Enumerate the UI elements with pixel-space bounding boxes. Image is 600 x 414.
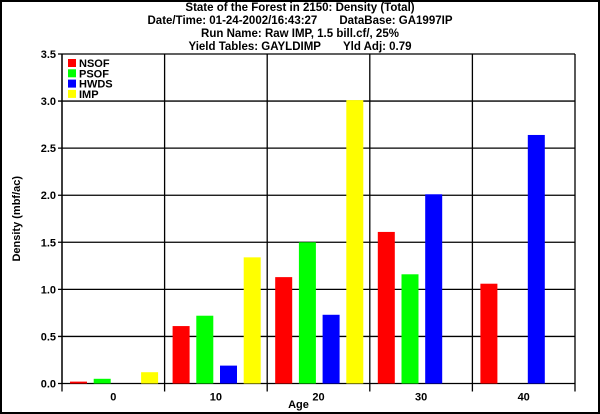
bar-imp xyxy=(243,257,261,384)
bar-hwds xyxy=(425,194,443,384)
yield-tables-text: Yield Tables: GAYLDIMP xyxy=(188,41,321,53)
bar-hwds xyxy=(527,134,545,384)
bar-nsof xyxy=(172,326,190,384)
chart-title: State of the Forest in 2150: Density (To… xyxy=(185,2,415,14)
bar-imp xyxy=(141,372,159,384)
x-tick-label: 10 xyxy=(210,392,222,404)
y-tick-label: 1.5 xyxy=(41,237,56,249)
x-tick-label: 40 xyxy=(518,392,530,404)
bar-hwds xyxy=(322,314,340,384)
y-tick-label: 0.5 xyxy=(41,331,56,343)
y-tick-label: 1.0 xyxy=(41,284,56,296)
y-tick-label: 3.5 xyxy=(41,49,56,61)
bar-psof xyxy=(401,274,419,384)
bar-psof xyxy=(298,242,316,384)
legend-swatch-hwds xyxy=(68,79,76,88)
legend-swatch-psof xyxy=(68,69,76,78)
bar-nsof xyxy=(480,283,498,384)
chart-subtitle-3: Yield Tables: GAYLDIMP Yld Adj: 0.79 xyxy=(0,41,600,54)
y-axis-label: Density (mbf/ac) xyxy=(11,176,23,262)
yld-adj-text: Yld Adj: 0.79 xyxy=(342,41,412,53)
datetime-text: Date/Time: 01-24-2002/16:43:27 xyxy=(147,15,318,27)
database-text: DataBase: GA1997IP xyxy=(339,15,453,27)
x-axis-label: Age xyxy=(288,399,309,411)
legend-swatch-nsof xyxy=(68,59,76,67)
bar-psof xyxy=(196,315,214,384)
legend-label-hwds: HWDS xyxy=(79,79,113,91)
bar-nsof xyxy=(377,231,395,384)
x-tick-label: 0 xyxy=(110,392,116,404)
y-tick-label: 3.0 xyxy=(41,96,56,108)
legend-label-nsof: NSOF xyxy=(79,58,110,70)
bar-nsof xyxy=(275,277,293,384)
bar-nsof xyxy=(70,381,87,384)
chart-subtitle-2: Run Name: Raw IMP, 1.5 bill.cf/, 25% xyxy=(201,28,399,40)
y-tick-label: 2.5 xyxy=(41,143,56,155)
y-tick-label: 2.0 xyxy=(41,190,56,202)
y-tick-label: 0.0 xyxy=(41,379,56,391)
bar-imp xyxy=(346,100,364,384)
x-tick-label: 30 xyxy=(415,392,427,404)
bar-hwds xyxy=(220,365,237,384)
chart-subtitle-1: Date/Time: 01-24-2002/16:43:27 DataBase: … xyxy=(0,15,600,28)
legend-swatch-imp xyxy=(68,89,76,98)
legend-label-imp: IMP xyxy=(79,89,99,101)
legend-label-psof: PSOF xyxy=(79,68,109,80)
x-tick-label: 20 xyxy=(312,392,324,404)
bar-psof xyxy=(93,378,111,384)
